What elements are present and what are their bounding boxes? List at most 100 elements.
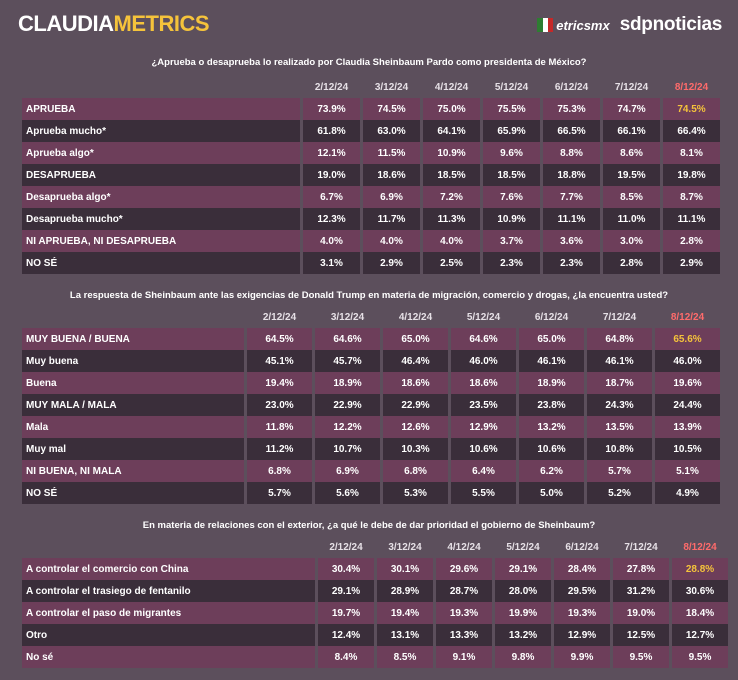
cell-value: 9.1% — [436, 646, 492, 668]
cell-value: 18.5% — [423, 164, 480, 186]
header-row: 2/12/24 3/12/24 4/12/24 5/12/24 6/12/24 7/12/… — [22, 536, 728, 558]
cell-value: 29.6% — [436, 558, 492, 580]
table-row: A controlar el comercio con China 30.4% 30… — [22, 558, 728, 580]
cell-value: 64.8% — [587, 328, 652, 350]
cell-value: 65.0% — [519, 328, 584, 350]
cell-value: 45.7% — [315, 350, 380, 372]
column-header: 7/12/24 — [624, 541, 658, 553]
row-label: Muy mal — [22, 438, 244, 460]
cell-value: 9.6% — [483, 142, 540, 164]
cell-value: 30.4% — [318, 558, 374, 580]
cell-value: 46.0% — [655, 350, 720, 372]
cell-value: 64.5% — [247, 328, 312, 350]
cell-value: 64.6% — [315, 328, 380, 350]
table-row: Desaprueba mucho* 12.3% 11.7% 11.3% 10.9% 11.… — [22, 208, 720, 230]
cell-value: 74.7% — [603, 98, 660, 120]
cell-value: 66.5% — [543, 120, 600, 142]
cell-value: 5.0% — [519, 482, 584, 504]
column-header: 5/12/24 — [494, 81, 529, 93]
row-label: DESAPRUEBA — [22, 164, 300, 186]
cell-value: 22.9% — [383, 394, 448, 416]
cell-value: 30.1% — [377, 558, 433, 580]
cell-value: 6.9% — [315, 460, 380, 482]
cell-value: 29.5% — [554, 580, 610, 602]
cell-value: 27.8% — [613, 558, 669, 580]
column-header: 7/12/24 — [602, 311, 637, 323]
cell-value: 65.0% — [383, 328, 448, 350]
cell-value: 5.2% — [587, 482, 652, 504]
cell-value: 18.9% — [519, 372, 584, 394]
cell-value: 28.8% — [672, 558, 728, 580]
cell-value: 6.4% — [451, 460, 516, 482]
cell-value: 2.3% — [543, 252, 600, 274]
cell-value: 46.1% — [519, 350, 584, 372]
table-row: Aprueba algo* 12.1% 11.5% 10.9% 9.6% 8.8% 8.6%… — [22, 142, 720, 164]
column-header: 4/12/24 — [434, 81, 469, 93]
cell-value: 75.0% — [423, 98, 480, 120]
column-header: 6/12/24 — [554, 81, 589, 93]
row-label: Otro — [22, 624, 315, 646]
cell-value: 4.0% — [363, 230, 420, 252]
row-label: A controlar el trasiego de fentanilo — [22, 580, 315, 602]
cell-value: 75.3% — [543, 98, 600, 120]
cell-value: 65.9% — [483, 120, 540, 142]
cell-value: 10.8% — [587, 438, 652, 460]
cell-value: 2.9% — [363, 252, 420, 274]
cell-value: 19.5% — [603, 164, 660, 186]
etricsmx-logo: etricsmx — [537, 18, 610, 33]
cell-value: 7.2% — [423, 186, 480, 208]
cell-value: 10.5% — [655, 438, 720, 460]
cell-value: 65.6% — [655, 328, 720, 350]
column-header: 5/12/24 — [506, 541, 540, 553]
cell-value: 2.9% — [663, 252, 720, 274]
cell-value: 11.8% — [247, 416, 312, 438]
cell-value: 18.6% — [451, 372, 516, 394]
table-row: NO SÉ 3.1% 2.9% 2.5% 2.3% 2.3% 2.8% 2.9% — [22, 252, 720, 274]
row-label: A controlar el paso de migrantes — [22, 602, 315, 624]
cell-value: 12.1% — [303, 142, 360, 164]
cell-value: 3.7% — [483, 230, 540, 252]
header-row: 2/12/24 3/12/24 4/12/24 5/12/24 6/12/24 7/12/… — [22, 76, 720, 98]
cell-value: 28.0% — [495, 580, 551, 602]
row-label: NI BUENA, NI MALA — [22, 460, 244, 482]
cell-value: 22.9% — [315, 394, 380, 416]
table-row: MUY BUENA / BUENA 64.5% 64.6% 65.0% 64.6% 65.… — [22, 328, 720, 350]
cell-value: 19.0% — [613, 602, 669, 624]
cell-value: 74.5% — [363, 98, 420, 120]
cell-value: 24.3% — [587, 394, 652, 416]
cell-value: 19.6% — [655, 372, 720, 394]
cell-value: 12.9% — [451, 416, 516, 438]
cell-value: 8.8% — [543, 142, 600, 164]
cell-value: 12.2% — [315, 416, 380, 438]
table-row: NI APRUEBA, NI DESAPRUEBA 4.0% 4.0% 4.0% 3.7… — [22, 230, 720, 252]
table-row: MUY MALA / MALA 23.0% 22.9% 22.9% 23.5% 23.8%… — [22, 394, 720, 416]
cell-value: 13.3% — [436, 624, 492, 646]
cell-value: 10.3% — [383, 438, 448, 460]
row-label: Desaprueba algo* — [22, 186, 300, 208]
row-label: MUY MALA / MALA — [22, 394, 244, 416]
cell-value: 19.4% — [377, 602, 433, 624]
cell-value: 12.5% — [613, 624, 669, 646]
table-row: No sé 8.4% 8.5% 9.1% 9.8% 9.9% 9.5% 9.5% — [22, 646, 728, 668]
table-row: Buena 19.4% 18.9% 18.6% 18.6% 18.9% 18.7% 19.6% — [22, 372, 720, 394]
table-row: A controlar el paso de migrantes 19.7% 19.… — [22, 602, 728, 624]
data-table: 2/12/24 3/12/24 4/12/24 5/12/24 6/12/24 7/12/… — [19, 76, 723, 274]
cell-value: 64.1% — [423, 120, 480, 142]
table-row: APRUEBA 73.9% 74.5% 75.0% 75.5% 75.3% 74.7% 74.… — [22, 98, 720, 120]
cell-value: 10.7% — [315, 438, 380, 460]
column-header: 3/12/24 — [330, 311, 365, 323]
cell-value: 18.5% — [483, 164, 540, 186]
cell-value: 11.0% — [603, 208, 660, 230]
cell-value: 18.8% — [543, 164, 600, 186]
table-section-priority: En materia de relaciones con el exterior… — [0, 519, 738, 679]
table-row: Aprueba mucho* 61.8% 63.0% 64.1% 65.9% 66.5% 6… — [22, 120, 720, 142]
cell-value: 5.1% — [655, 460, 720, 482]
cell-value: 4.0% — [303, 230, 360, 252]
row-label: Desaprueba mucho* — [22, 208, 300, 230]
cell-value: 5.7% — [247, 482, 312, 504]
cell-value: 46.4% — [383, 350, 448, 372]
cell-value: 75.5% — [483, 98, 540, 120]
cell-value: 9.8% — [495, 646, 551, 668]
cell-value: 9.5% — [613, 646, 669, 668]
cell-value: 29.1% — [318, 580, 374, 602]
